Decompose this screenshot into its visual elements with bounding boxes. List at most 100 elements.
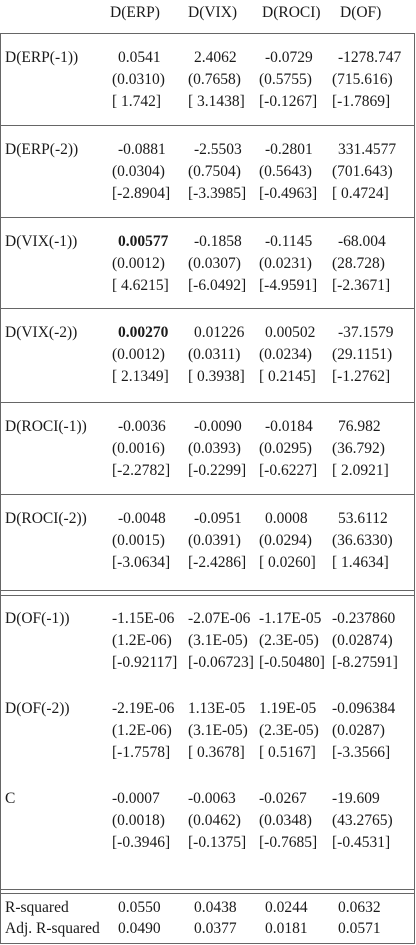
coefficient: 53.6112 xyxy=(338,510,388,527)
table-rule xyxy=(0,943,415,944)
standard-error: (0.0304) xyxy=(112,163,165,180)
coefficient: 0.00270 xyxy=(118,324,169,341)
t-statistic: [ 0.3938] xyxy=(188,368,245,385)
row-label: D(VIX(-1)) xyxy=(5,233,78,250)
row-label: D(VIX(-2)) xyxy=(5,324,78,341)
standard-error: (0.0015) xyxy=(112,532,165,549)
stat-value: 0.0438 xyxy=(194,899,237,916)
coefficient: -19.609 xyxy=(332,790,380,807)
stat-label: Adj. R-squared xyxy=(5,920,100,937)
table-rule xyxy=(0,889,415,890)
column-header: D(OF) xyxy=(340,4,382,21)
standard-error: (0.0311) xyxy=(188,346,241,363)
coefficient: -0.0267 xyxy=(259,790,307,807)
stat-value: 0.0550 xyxy=(118,899,161,916)
coefficient: -0.0184 xyxy=(265,418,313,435)
coefficient: -0.0048 xyxy=(118,510,166,527)
standard-error: (0.0012) xyxy=(112,255,165,272)
coefficient: -0.237860 xyxy=(332,610,396,627)
standard-error: (0.0231) xyxy=(259,255,312,272)
t-statistic: [-0.3946] xyxy=(112,834,171,851)
coefficient: -0.096384 xyxy=(332,700,396,717)
row-label: D(ROCI(-1)) xyxy=(5,418,87,435)
coefficient: -0.2801 xyxy=(265,141,313,158)
t-statistic: [-0.1375] xyxy=(188,834,247,851)
table-rule xyxy=(0,402,415,403)
row-label: D(OF(-2)) xyxy=(5,700,70,717)
coefficient: -1278.747 xyxy=(338,49,402,66)
table-rule xyxy=(0,217,415,218)
coefficient: -0.1858 xyxy=(194,233,242,250)
table-rule xyxy=(0,590,415,591)
t-statistic: [ 2.0921] xyxy=(332,462,389,479)
coefficient: -37.1579 xyxy=(338,324,394,341)
standard-error: (0.7658) xyxy=(188,71,241,88)
coefficient: -68.004 xyxy=(338,233,386,250)
t-statistic: [ 3.1438] xyxy=(188,93,245,110)
coefficient: -2.19E-06 xyxy=(112,700,175,717)
t-statistic: [-4.9591] xyxy=(259,277,318,294)
t-statistic: [ 0.4724] xyxy=(332,185,389,202)
standard-error: (0.0393) xyxy=(188,440,241,457)
column-header: D(ERP) xyxy=(110,4,160,21)
table-rule xyxy=(0,308,415,309)
t-statistic: [ 2.1349] xyxy=(112,368,169,385)
t-statistic: [-0.7685] xyxy=(259,834,318,851)
table-rule xyxy=(0,595,415,596)
standard-error: (36.6330) xyxy=(332,532,393,549)
t-statistic: [-0.06723] xyxy=(188,654,254,671)
t-statistic: [-6.0492] xyxy=(188,277,247,294)
t-statistic: [-0.4963] xyxy=(259,185,318,202)
table-rule xyxy=(0,125,415,126)
standard-error: (28.728) xyxy=(332,255,385,272)
coefficient: 0.01226 xyxy=(194,324,245,341)
row-label: C xyxy=(5,790,16,807)
standard-error: (29.1151) xyxy=(332,346,393,363)
coefficient: -0.0951 xyxy=(194,510,242,527)
t-statistic: [-0.2299] xyxy=(188,462,247,479)
t-statistic: [ 0.2145] xyxy=(259,368,316,385)
standard-error: (2.3E-05) xyxy=(259,722,319,739)
table-border xyxy=(414,33,415,943)
t-statistic: [ 1.742] xyxy=(112,93,162,110)
column-header: D(VIX) xyxy=(188,4,238,21)
coefficient: 1.19E-05 xyxy=(259,700,317,717)
t-statistic: [-2.8904] xyxy=(112,185,171,202)
t-statistic: [ 0.5167] xyxy=(259,744,316,761)
t-statistic: [-1.7578] xyxy=(112,744,171,761)
t-statistic: [-2.4286] xyxy=(188,554,247,571)
t-statistic: [ 0.3678] xyxy=(188,744,245,761)
t-statistic: [-3.3985] xyxy=(188,185,247,202)
t-statistic: [ 0.0260] xyxy=(259,554,316,571)
t-statistic: [-3.0634] xyxy=(112,554,171,571)
coefficient: -0.0063 xyxy=(188,790,236,807)
standard-error: (0.0295) xyxy=(259,440,312,457)
t-statistic: [-2.2782] xyxy=(112,462,171,479)
standard-error: (715.616) xyxy=(332,71,393,88)
t-statistic: [-0.6227] xyxy=(259,462,318,479)
stat-value: 0.0181 xyxy=(265,920,308,937)
t-statistic: [-3.3566] xyxy=(332,744,391,761)
standard-error: (0.0016) xyxy=(112,440,165,457)
standard-error: (0.5755) xyxy=(259,71,312,88)
t-statistic: [-1.2762] xyxy=(332,368,391,385)
coefficient: -0.0007 xyxy=(112,790,160,807)
stat-value: 0.0632 xyxy=(338,899,381,916)
t-statistic: [ 1.4634] xyxy=(332,554,389,571)
coefficient: 0.0008 xyxy=(265,510,308,527)
standard-error: (0.0310) xyxy=(112,71,165,88)
coefficient: -0.0881 xyxy=(118,141,166,158)
coefficient: -0.0090 xyxy=(194,418,242,435)
coefficient: 2.4062 xyxy=(194,49,237,66)
t-statistic: [-2.3671] xyxy=(332,277,391,294)
t-statistic: [-8.27591] xyxy=(332,654,398,671)
standard-error: (3.1E-05) xyxy=(188,632,248,649)
coefficient: 1.13E-05 xyxy=(188,700,246,717)
coefficient: 331.4577 xyxy=(338,141,397,158)
coefficient: 76.982 xyxy=(338,418,381,435)
coefficient: -1.17E-05 xyxy=(259,610,322,627)
coefficient: -2.07E-06 xyxy=(188,610,251,627)
table-rule xyxy=(0,893,415,894)
standard-error: (0.0018) xyxy=(112,812,165,829)
